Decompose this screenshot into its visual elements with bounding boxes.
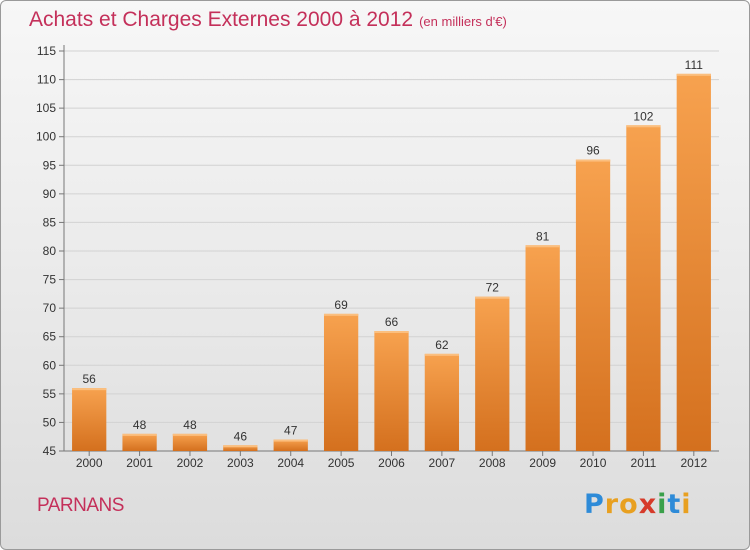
y-tick-label: 65	[43, 330, 57, 344]
logo-letter: t	[667, 489, 682, 520]
bar-highlight	[122, 433, 157, 436]
bar	[525, 245, 560, 451]
bar-highlight	[323, 313, 359, 316]
y-tick-label: 90	[43, 187, 57, 201]
bar-value-label: 69	[334, 298, 348, 312]
y-tick-label: 105	[36, 101, 56, 115]
bar-highlight	[626, 125, 661, 128]
bar-highlight	[676, 73, 711, 76]
bar-highlight	[172, 433, 208, 436]
bar-highlight	[374, 331, 409, 333]
logo-letter: P	[584, 489, 605, 520]
bar-value-label: 102	[633, 109, 653, 123]
bar-value-label: 111	[685, 58, 704, 72]
y-tick-label: 55	[43, 387, 57, 401]
x-tick-label: 2002	[177, 456, 204, 470]
y-tick-label: 70	[43, 301, 57, 315]
bar	[223, 445, 258, 451]
y-tick-label: 75	[43, 273, 57, 287]
bar-value-label: 56	[83, 372, 97, 386]
y-tick-label: 85	[43, 215, 57, 229]
x-tick-label: 2000	[76, 456, 103, 470]
bar	[323, 313, 359, 451]
y-tick-label: 80	[43, 244, 57, 258]
place-name: PARNANS	[37, 495, 124, 516]
x-tick-label: 2010	[580, 456, 607, 470]
chart-title-text: Achats et Charges Externes 2000 à 2012	[29, 8, 414, 31]
bar	[72, 388, 107, 451]
bar	[626, 125, 661, 452]
y-tick-label: 45	[43, 444, 57, 458]
bar-value-label: 46	[234, 429, 248, 443]
logo-letter: i	[657, 489, 668, 520]
bar	[424, 353, 460, 451]
x-tick-label: 2003	[227, 456, 254, 470]
x-tick-label: 2001	[126, 456, 153, 470]
bar-value-label: 48	[183, 418, 197, 432]
x-tick-label: 2012	[680, 456, 707, 470]
y-tick-label: 110	[37, 73, 56, 87]
logo-letter: i	[681, 489, 692, 520]
bar	[374, 331, 409, 451]
bar	[172, 433, 208, 451]
y-tick-label: 60	[43, 358, 57, 372]
bar-highlight	[475, 296, 510, 299]
bar-value-label: 62	[435, 338, 449, 352]
bar-highlight	[72, 388, 107, 391]
logo-letter: x	[638, 489, 658, 520]
y-tick-label: 115	[37, 44, 56, 58]
bars: 56 48 48 46 47 69 66 62 72 81 96 102 111	[72, 58, 711, 452]
y-tick-label: 50	[43, 415, 57, 429]
x-tick-label: 2011	[631, 456, 657, 470]
bar-value-label: 48	[133, 418, 147, 432]
bar-value-label: 72	[486, 281, 500, 295]
bar-highlight	[273, 439, 308, 442]
bar-value-label: 66	[385, 315, 399, 329]
chart-subtitle: (en milliers d'€)	[419, 14, 507, 29]
bar	[475, 296, 510, 451]
proxiti-logo: Proxiti	[584, 489, 692, 520]
x-tick-label: 2008	[479, 456, 506, 470]
bar	[273, 439, 308, 451]
bar	[676, 73, 711, 451]
x-tick-label: 2006	[378, 456, 405, 470]
x-tick-label: 2004	[277, 456, 304, 470]
x-tick-label: 2009	[529, 456, 556, 470]
bar-highlight	[223, 445, 258, 448]
logo-letter: o	[619, 489, 639, 520]
x-tick-label: 2007	[429, 456, 456, 470]
bar-value-label: 47	[284, 424, 298, 438]
bar-highlight	[525, 245, 560, 248]
y-tick-label: 100	[36, 130, 56, 144]
logo-letter: r	[604, 489, 620, 520]
y-tick-label: 95	[43, 158, 57, 172]
bar-value-label: 81	[536, 229, 550, 243]
bar	[122, 433, 157, 451]
x-tick-label: 2005	[328, 456, 355, 470]
bar-value-label: 96	[586, 144, 600, 158]
bar	[575, 159, 611, 452]
chart-title: Achats et Charges Externes 2000 à 2012 (e…	[29, 8, 507, 32]
bar-highlight	[575, 159, 611, 162]
bar-highlight	[424, 353, 460, 356]
